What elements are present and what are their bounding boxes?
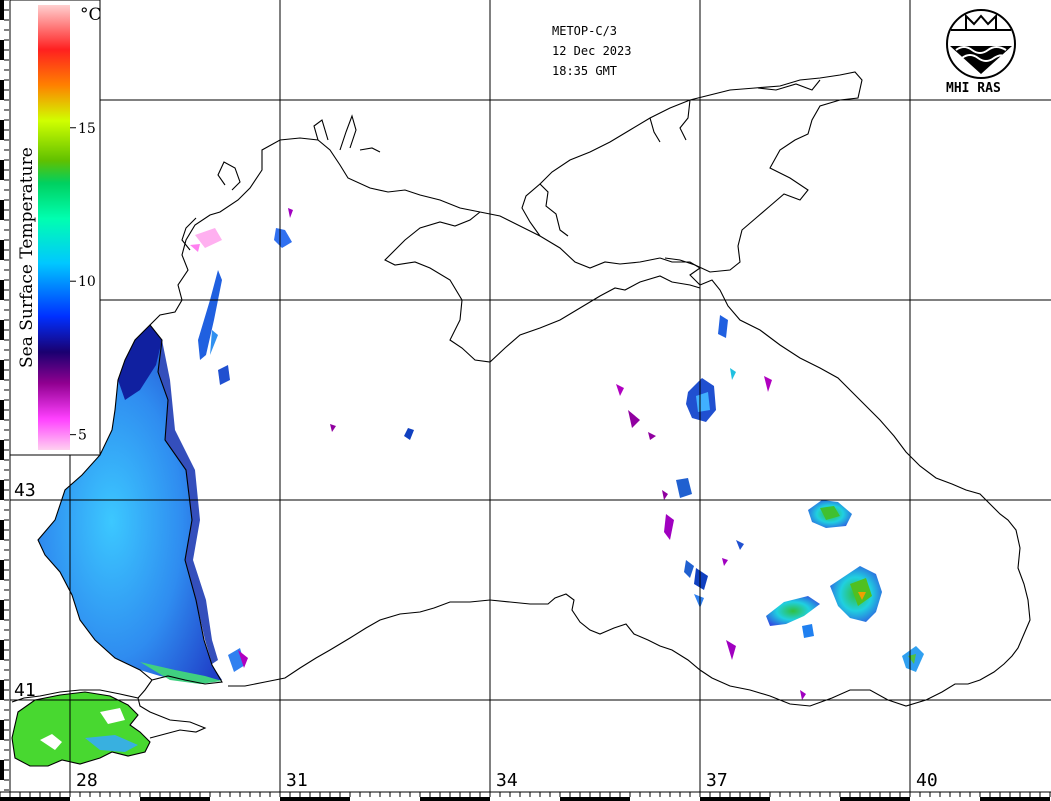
coastline-odessa-liman [181,161,241,251]
bottom-ruler [0,791,1051,801]
coastline-marmara [11,691,151,767]
latitude-label: 41 [14,680,36,701]
colorbar-panel: Sea Surface Temperature °C 15 10 5 [9,0,102,456]
coastline-azov-west [521,183,569,237]
colorbar-tick-label: 15 [78,121,96,137]
header-satellite: METOP-C/3 [552,24,617,38]
logo-label: MHI RAS [946,81,1001,96]
longitude-label: 28 [76,770,98,791]
coastline-azov [539,71,863,273]
longitude-label: 37 [706,770,728,791]
colorbar-tick-label: 5 [78,428,87,444]
colorbar-tick-label: 10 [78,274,96,290]
colorbar-title: Sea Surface Temperature [17,147,37,368]
coastline-kerch [228,257,1031,707]
latitude-labels: 43 41 [14,480,36,701]
mhi-ras-emblem-icon [946,9,1016,79]
longitude-label: 31 [286,770,308,791]
header-date: 12 Dec 2023 [552,44,631,58]
coastline-layer [11,71,1031,767]
sst-west-shelf [38,325,222,682]
sst-west-outer-fringe [158,340,218,664]
coastline-crimea-north-sivash [479,211,661,269]
colorbar-unit: °C [80,5,102,25]
colorbar-gradient [38,5,70,450]
longitude-label: 40 [916,770,938,791]
sst-data-layer [12,208,924,766]
header: METOP-C/3 12 Dec 2023 18:35 GMT [552,24,631,78]
sst-south-coast-green [140,662,222,684]
coastline-west [37,324,223,685]
coastline-dnieper-bug [313,114,381,153]
sst-patch-east-green-3 [766,596,820,626]
sst-west-inshore-dark [118,325,162,400]
longitude-labels: 28 31 34 37 40 [76,770,938,791]
header-time: 18:35 GMT [552,64,617,78]
longitude-label: 34 [496,770,518,791]
coastline-taganrog-bay [649,79,821,143]
latitude-label: 43 [14,480,36,501]
coastline-crimea [384,211,701,363]
coastline-romania-ukraine [149,137,481,326]
sst-marmara-sea [12,692,150,766]
colorbar-ticks: 15 10 5 [70,121,96,444]
left-ruler [0,0,11,801]
